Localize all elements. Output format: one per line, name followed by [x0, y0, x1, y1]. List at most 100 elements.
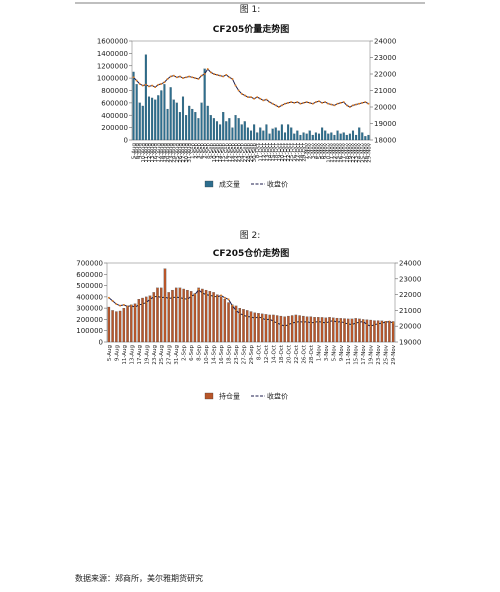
price-marker	[373, 323, 376, 326]
price-marker	[145, 83, 147, 86]
bar	[151, 97, 154, 141]
y-tick-label: 400000	[101, 112, 128, 120]
bar	[191, 108, 194, 141]
bar	[206, 105, 209, 141]
x-tick-label: 11-Nov	[346, 344, 352, 364]
x-tick-label: 27-Sep	[243, 143, 249, 163]
price-marker	[235, 309, 237, 312]
bar	[240, 124, 243, 141]
bar	[327, 133, 330, 141]
bar	[384, 321, 387, 343]
x-tick-label: 16-Sep	[219, 345, 225, 365]
x-tick-label: 28-Oct	[298, 142, 304, 161]
price-marker	[268, 101, 271, 103]
x-tick-label: 23-Sep	[234, 345, 240, 365]
bar	[302, 315, 305, 343]
price-marker	[156, 295, 159, 297]
price-marker	[347, 323, 350, 325]
price-marker	[203, 73, 206, 75]
bar	[160, 287, 163, 343]
price-marker	[108, 296, 110, 299]
y-tick-label: 600000	[101, 99, 128, 107]
bar	[296, 130, 299, 141]
price-marker	[238, 312, 241, 315]
price-marker	[228, 76, 231, 79]
price-marker	[190, 295, 192, 297]
bar	[350, 318, 354, 343]
price-marker	[336, 321, 338, 324]
price-marker	[244, 94, 246, 97]
price-marker	[366, 323, 368, 326]
price-marker	[271, 102, 274, 105]
price-marker	[237, 89, 240, 92]
x-tick-label: 18-Aug	[159, 143, 165, 163]
x-tick-label: 25-Nov	[360, 142, 366, 162]
bar	[166, 108, 169, 141]
bar	[171, 289, 174, 343]
price-marker	[272, 320, 275, 323]
x-tick-label: 11-Nov	[329, 142, 335, 162]
price-marker	[197, 289, 200, 291]
x-tick-label: 28-Sep	[246, 143, 252, 163]
x-tick-label: 26-Aug	[178, 143, 184, 163]
bar	[280, 124, 283, 141]
price-marker	[166, 78, 169, 80]
bar	[333, 134, 336, 141]
price-marker	[123, 304, 125, 306]
x-tick-label: 22-Oct	[286, 142, 292, 161]
price-marker	[281, 104, 283, 107]
legend-label: 收盘价	[267, 180, 288, 189]
price-marker	[175, 296, 177, 298]
bar	[115, 311, 118, 343]
price-marker	[342, 101, 345, 103]
x-tick-label: 23-Aug	[169, 143, 175, 163]
price-marker	[185, 76, 187, 79]
price-marker	[351, 323, 353, 326]
price-marker	[315, 101, 317, 103]
price-marker	[328, 320, 331, 323]
x-tick-label: 23-Nov	[376, 344, 382, 364]
price-marker	[284, 102, 286, 105]
price-marker	[154, 86, 156, 88]
x-tick-label: 21-Oct	[283, 142, 289, 161]
bar	[287, 124, 290, 141]
bar	[138, 102, 141, 141]
bar	[287, 315, 290, 343]
x-tick-label: 25-Nov	[384, 344, 390, 364]
bar	[343, 318, 346, 343]
x-tick-label: 9-Sep	[209, 143, 215, 159]
x-tick-label: 25-Oct	[289, 142, 295, 161]
price-marker	[219, 74, 221, 77]
price-marker	[265, 319, 267, 321]
price-marker	[240, 93, 243, 95]
price-marker	[253, 317, 256, 320]
price-marker	[317, 320, 320, 323]
bar	[216, 294, 219, 343]
bar	[347, 318, 350, 343]
price-marker	[247, 96, 249, 98]
bar	[137, 299, 141, 343]
bar	[259, 127, 262, 141]
price-marker	[278, 106, 280, 108]
price-marker	[157, 83, 160, 86]
price-marker	[197, 78, 200, 80]
bar	[313, 317, 316, 343]
bar	[231, 304, 234, 343]
price-marker	[115, 303, 118, 305]
price-marker	[259, 97, 262, 100]
bar	[361, 319, 365, 343]
bar	[268, 314, 271, 343]
bar	[305, 133, 308, 141]
price-marker	[186, 298, 189, 301]
bar	[283, 316, 286, 343]
price-marker	[216, 296, 219, 298]
x-tick-label: 17-Nov	[361, 344, 367, 364]
y-tick-label: 200000	[101, 124, 128, 132]
bar	[163, 268, 167, 343]
x-tick-label: 9-Nov	[323, 142, 329, 159]
bar	[234, 115, 237, 141]
y2-tick-label: 23000	[374, 54, 396, 62]
y-tick-label: 1400000	[97, 50, 128, 58]
x-tick-label: 26-Oct	[292, 142, 298, 161]
bar	[147, 96, 151, 141]
